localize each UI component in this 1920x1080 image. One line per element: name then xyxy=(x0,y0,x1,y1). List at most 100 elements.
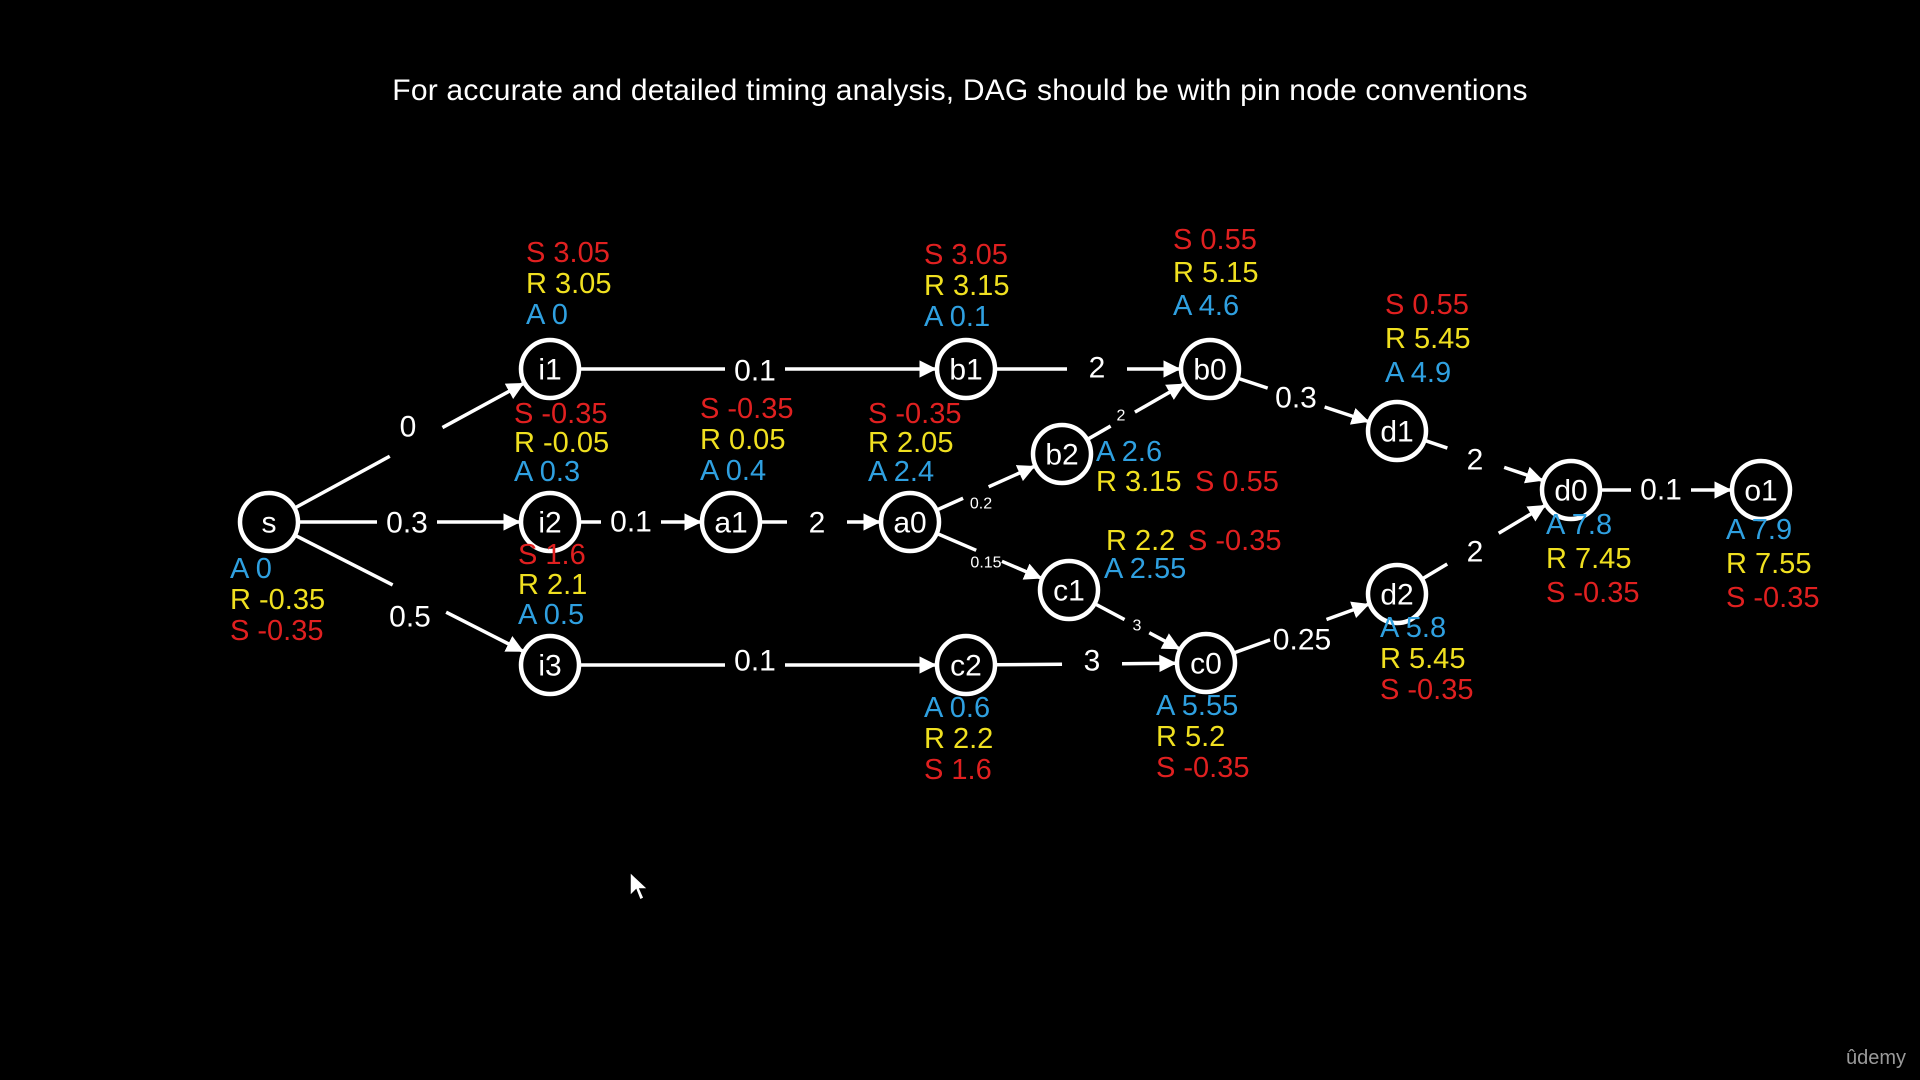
edge-a0-c1-arrow xyxy=(1001,559,1043,580)
node-a1-s-value: S -0.35 xyxy=(700,393,794,425)
node-s-s-value: S -0.35 xyxy=(230,615,324,647)
node-i2-label: i2 xyxy=(538,507,561,540)
edge-b0-d1-segment-a xyxy=(1236,376,1269,390)
edge-d2-d0-arrow xyxy=(1497,504,1546,535)
edge-weight-i3-c2: 0.1 xyxy=(734,645,776,678)
node-d1-circle xyxy=(1365,399,1429,463)
node-c1-a-value: A 2.55 xyxy=(1104,553,1186,585)
node-d0: d0 xyxy=(1539,458,1603,522)
edge-b0-d1-arrow xyxy=(1324,405,1370,425)
mouse-cursor-icon xyxy=(629,870,650,902)
node-a0: a0 xyxy=(878,490,942,554)
node-a0-circle xyxy=(878,490,942,554)
node-d2-a-value: A 5.8 xyxy=(1380,612,1446,644)
edge-s-i1-arrow xyxy=(441,382,525,430)
diagram-title: For accurate and detailed timing analysi… xyxy=(392,74,1528,107)
node-i3-r-value: R 2.1 xyxy=(518,569,587,601)
edge-c0-d2-arrow xyxy=(1325,601,1370,622)
node-i1-a-value: A 0 xyxy=(526,299,568,331)
edge-weight-a0-b2: 0.2 xyxy=(970,496,992,513)
edge-weight-b1-b0: 2 xyxy=(1089,352,1106,385)
edge-d1-d0-arrow xyxy=(1503,465,1544,484)
node-b1-label: b1 xyxy=(949,354,982,387)
node-i2-circle xyxy=(518,490,582,554)
node-b0: b0 xyxy=(1178,337,1242,401)
node-b1-s-value: S 3.05 xyxy=(924,239,1008,271)
node-c0: c0 xyxy=(1174,631,1238,695)
edges-layer: 0 0.3 0.5 0.1 0.1 2 0.2 0.15 2 2 0.1 3 3 0.3 0.25 2 2 0.1 xyxy=(293,352,1732,678)
edge-weight-b2-b0: 2 xyxy=(1117,408,1126,425)
node-s-circle xyxy=(237,490,301,554)
edge-weight-d2-d0: 2 xyxy=(1467,536,1484,569)
edge-c0-d2-segment-a xyxy=(1232,638,1271,655)
edge-weight-s-i1: 0 xyxy=(400,411,417,444)
node-d2-r-value: R 5.45 xyxy=(1380,643,1465,675)
node-c2-label: c2 xyxy=(950,650,982,683)
edge-weight-a0-c1: 0.15 xyxy=(970,555,1001,572)
node-i1: i1 xyxy=(518,337,582,401)
node-i3-circle xyxy=(518,633,582,697)
nodes-layer: s i1 i2 i3 a1 a0 b1 b2 b0 c1 c2 c0 d1 d2 d0 o1 xyxy=(237,337,1793,697)
edge-weight-i2-a1: 0.1 xyxy=(610,506,652,539)
edge-weight-b0-d1: 0.3 xyxy=(1275,382,1317,415)
edge-a0-b2-segment-a xyxy=(935,496,964,512)
node-b2-a-value: A 2.6 xyxy=(1096,436,1162,468)
edge-weight-d1-d0: 2 xyxy=(1467,444,1484,477)
node-c0-r-value: R 5.2 xyxy=(1156,721,1225,753)
node-c2: c2 xyxy=(934,633,998,697)
node-i2-s-value: S -0.35 xyxy=(514,398,608,430)
node-c0-a-value: A 5.55 xyxy=(1156,690,1238,722)
node-d0-r-value: R 7.45 xyxy=(1546,543,1631,575)
node-c2-s-value: S 1.6 xyxy=(924,754,992,786)
node-d1-label: d1 xyxy=(1380,416,1413,449)
node-b2: b2 xyxy=(1030,422,1094,486)
node-a0-label: a0 xyxy=(893,507,926,540)
edge-d2-d0-segment-a xyxy=(1420,562,1449,581)
edge-weight-i1-b1: 0.1 xyxy=(734,355,776,388)
edge-a0-c1-segment-a xyxy=(935,531,977,552)
edge-weight-c1-c0: 3 xyxy=(1133,618,1142,635)
node-b1-r-value: R 3.15 xyxy=(924,270,1009,302)
node-i1-r-value: R 3.05 xyxy=(526,268,611,300)
node-o1-circle xyxy=(1729,458,1793,522)
node-i1-s-value: S 3.05 xyxy=(526,237,610,269)
edge-weight-s-i3: 0.5 xyxy=(389,601,431,634)
node-b1: b1 xyxy=(934,337,998,401)
node-c1: c1 xyxy=(1037,558,1101,622)
edge-a0-b2-arrow xyxy=(987,465,1036,489)
node-s-r-value: R -0.35 xyxy=(230,584,325,616)
node-i3: i3 xyxy=(518,633,582,697)
node-a1-circle xyxy=(699,490,763,554)
node-a1: a1 xyxy=(699,490,763,554)
node-i2-a-value: A 0.3 xyxy=(514,456,580,488)
annotations-layer: A 0R -0.35S -0.35S 3.05R 3.05A 0S -0.35R… xyxy=(230,224,1820,786)
node-i3-label: i3 xyxy=(538,650,561,683)
node-c0-s-value: S -0.35 xyxy=(1156,752,1250,784)
node-d0-label: d0 xyxy=(1554,475,1587,508)
node-b1-circle xyxy=(934,337,998,401)
edge-weight-c2-c0: 3 xyxy=(1084,645,1101,678)
node-b0-a-value: A 4.6 xyxy=(1173,290,1239,322)
edge-c1-c0-arrow xyxy=(1148,631,1181,650)
edge-b2-b0-arrow xyxy=(1134,382,1185,414)
node-c2-r-value: R 2.2 xyxy=(924,723,993,755)
node-a1-a-value: A 0.4 xyxy=(700,455,766,487)
node-o1-s-value: S -0.35 xyxy=(1726,582,1820,614)
node-o1: o1 xyxy=(1729,458,1793,522)
node-d1-r-value: R 5.45 xyxy=(1385,323,1470,355)
node-b2-r-value: R 3.15 xyxy=(1096,466,1181,498)
edge-s-i3-segment-a xyxy=(294,533,394,587)
node-i3-a-value: A 0.5 xyxy=(518,599,584,631)
edge-s-i3-arrow xyxy=(445,610,524,653)
node-s-a-value: A 0 xyxy=(230,553,272,585)
node-d2: d2 xyxy=(1365,562,1429,626)
node-i2: i2 xyxy=(518,490,582,554)
node-b2-label: b2 xyxy=(1045,439,1078,472)
node-b0-r-value: R 5.15 xyxy=(1173,257,1258,289)
edge-c2-c0-segment-a xyxy=(994,662,1063,667)
edge-weight-d0-o1: 0.1 xyxy=(1640,474,1682,507)
udemy-watermark: ûdemy xyxy=(1845,1047,1906,1069)
node-a1-r-value: R 0.05 xyxy=(700,424,785,456)
node-d2-label: d2 xyxy=(1380,579,1413,612)
